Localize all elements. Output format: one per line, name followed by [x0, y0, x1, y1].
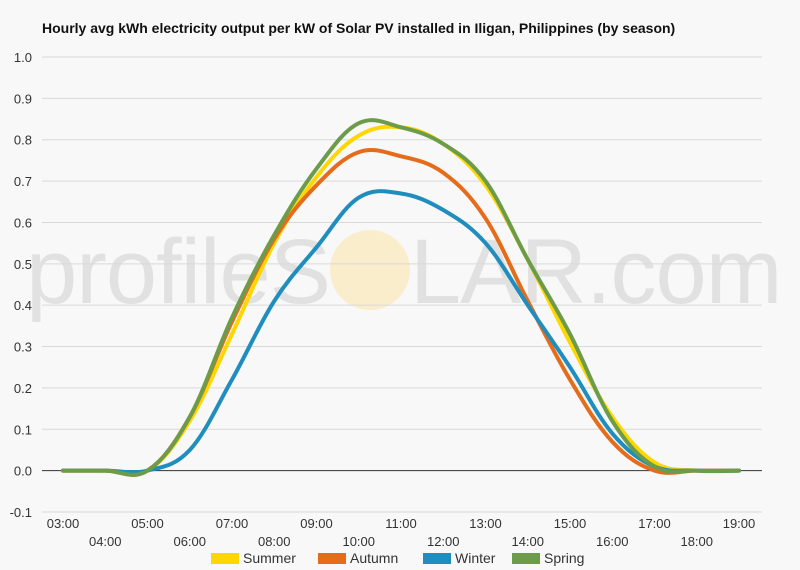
- x-axis-ticks: 03:00 04:00 05:00 06:00 07:00 08:00 09:00 10:00…: [47, 516, 756, 549]
- y-tick-label: 0.0: [14, 464, 32, 479]
- x-tick-label: 16:00: [596, 534, 629, 549]
- x-tick-label: 12:00: [427, 534, 460, 549]
- x-tick-label: 11:00: [385, 516, 417, 531]
- legend-swatch-spring: [512, 553, 540, 564]
- y-tick-label: 0.1: [14, 422, 32, 437]
- y-tick-label: -0.1: [10, 505, 32, 520]
- y-tick-label: 0.4: [14, 298, 32, 313]
- legend: Summer Autumn Winter Spring: [211, 550, 584, 566]
- series-line-spring: [61, 118, 741, 477]
- y-tick-label: 1.0: [14, 50, 32, 65]
- watermark: profileS LAR.com: [26, 221, 782, 323]
- watermark-sun-icon: [330, 230, 410, 310]
- legend-label-spring: Spring: [544, 550, 584, 566]
- x-tick-label: 15:00: [554, 516, 587, 531]
- x-tick-label: 03:00: [47, 516, 80, 531]
- y-tick-label: 0.2: [14, 381, 32, 396]
- y-tick-label: 0.9: [14, 91, 32, 106]
- y-tick-label: 0.3: [14, 340, 32, 355]
- series-line-winter: [61, 189, 741, 475]
- x-tick-label: 09:00: [300, 516, 333, 531]
- y-tick-label: 0.8: [14, 133, 32, 148]
- legend-label-summer: Summer: [243, 550, 296, 566]
- x-tick-label: 06:00: [173, 534, 206, 549]
- x-tick-label: 10:00: [342, 534, 375, 549]
- x-tick-label: 08:00: [258, 534, 291, 549]
- x-tick-label: 07:00: [216, 516, 249, 531]
- y-tick-label: 0.6: [14, 215, 32, 230]
- watermark-text-right: LAR.com: [410, 221, 781, 323]
- x-tick-label: 05:00: [131, 516, 164, 531]
- legend-swatch-summer: [211, 553, 239, 564]
- watermark-text-left: profileS: [26, 221, 330, 323]
- legend-swatch-autumn: [318, 553, 346, 564]
- chart-title: Hourly avg kWh electricity output per kW…: [42, 20, 675, 36]
- x-tick-label: 18:00: [680, 534, 713, 549]
- legend-label-autumn: Autumn: [350, 550, 398, 566]
- series-lines: [61, 118, 741, 477]
- x-tick-label: 13:00: [469, 516, 502, 531]
- legend-swatch-winter: [423, 553, 451, 564]
- x-tick-label: 19:00: [723, 516, 756, 531]
- legend-label-winter: Winter: [455, 550, 496, 566]
- y-axis-ticks: -0.1 0.0 0.1 0.2 0.3 0.4 0.5 0.6 0.7 0.8 0.9 1.0: [10, 50, 32, 520]
- y-tick-label: 0.7: [14, 174, 32, 189]
- gridlines: [42, 56, 762, 513]
- x-tick-label: 17:00: [638, 516, 671, 531]
- x-tick-label: 14:00: [511, 534, 544, 549]
- y-tick-label: 0.5: [14, 257, 32, 272]
- x-tick-label: 04:00: [89, 534, 122, 549]
